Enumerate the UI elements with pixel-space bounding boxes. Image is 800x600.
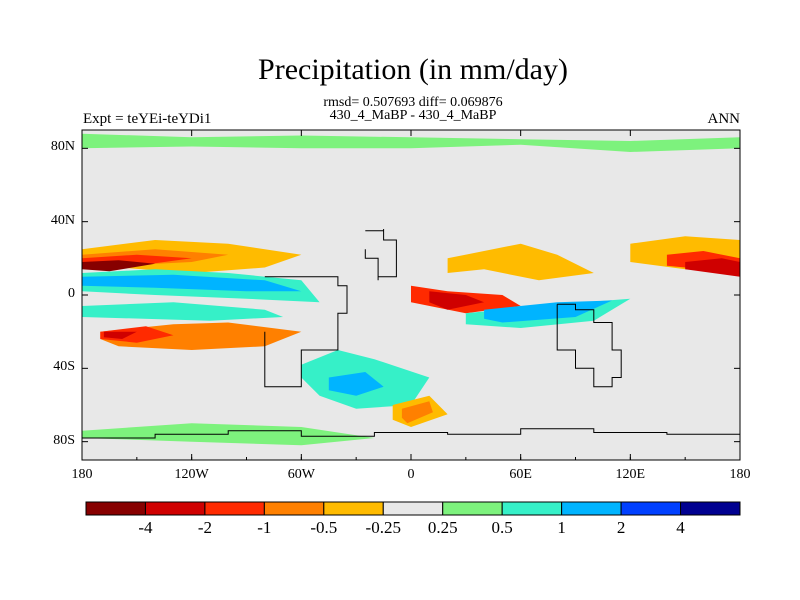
contour-region-18 xyxy=(484,300,613,323)
colorbar-box-8 xyxy=(561,501,622,516)
colorbar-label-3: -0.5 xyxy=(310,518,338,537)
x-tick-label-6: 180 xyxy=(729,467,751,482)
colorbar-label-5: 0.25 xyxy=(427,518,458,537)
colorbar-box-4 xyxy=(323,501,384,516)
contour-fill-group xyxy=(82,133,740,446)
contour-region-9 xyxy=(103,331,137,339)
colorbar-box-9 xyxy=(620,501,682,516)
colorbar-label-7: 1 xyxy=(557,518,566,537)
contour-region-11 xyxy=(328,372,384,396)
x-tick-label-4: 60E xyxy=(509,467,532,482)
x-tick-label-1: 120W xyxy=(174,467,209,482)
colorbar-box-5 xyxy=(382,501,444,516)
colorbar-box-6 xyxy=(442,501,503,516)
coastline-0 xyxy=(364,229,397,281)
colorbar-box-3 xyxy=(263,501,325,516)
contour-region-23 xyxy=(685,258,740,277)
colorbar-label-2: -1 xyxy=(257,518,272,537)
contour-region-6 xyxy=(82,302,284,321)
colorbar-label-6: 0.5 xyxy=(491,518,513,537)
colorbar-box-1 xyxy=(144,501,206,516)
coastline-2 xyxy=(556,303,622,388)
contour-region-19 xyxy=(82,133,740,152)
colorbar-label-8: 2 xyxy=(616,518,626,537)
x-tick-label-2: 60W xyxy=(287,467,315,482)
y-tick-label-1: 40N xyxy=(50,212,75,228)
x-tick-label-3: 0 xyxy=(407,467,415,482)
experiment-label: Expt = teYEi-teYDi1 xyxy=(83,111,212,127)
colorbar-label-0: -4 xyxy=(138,518,153,537)
colorbar-label-9: 4 xyxy=(676,518,685,537)
coastline-1 xyxy=(264,276,348,388)
chart-subtitle: 430_4_MaBP - 430_4_MaBP xyxy=(329,108,497,123)
season-label: ANN xyxy=(707,111,741,127)
coastline-3 xyxy=(82,428,740,439)
colorbar-box-10 xyxy=(680,501,741,516)
y-tick-label-2: 0 xyxy=(68,286,75,301)
chart-title: Precipitation (in mm/day) xyxy=(258,53,568,86)
contour-region-13 xyxy=(401,401,433,424)
x-tick-label-5: 120E xyxy=(615,467,646,482)
colorbar-box-7 xyxy=(501,501,563,516)
x-tick-label-0: 180 xyxy=(71,467,93,482)
contour-region-16 xyxy=(429,291,485,310)
colorbar-label-1: -2 xyxy=(197,518,212,537)
colorbar-box-0 xyxy=(85,501,146,516)
colorbar-box-2 xyxy=(204,501,265,516)
y-tick-label-4: 80S xyxy=(53,432,75,448)
rmsd-diff-stats: rmsd= 0.507693 diff= 0.069876 xyxy=(323,95,503,110)
contour-region-5 xyxy=(82,274,302,292)
y-tick-label-3: 40S xyxy=(53,359,75,375)
contour-region-3 xyxy=(82,260,156,272)
colorbar-label-4: -0.25 xyxy=(365,518,401,537)
y-tick-label-0: 80N xyxy=(50,139,75,155)
contour-region-14 xyxy=(447,243,594,281)
